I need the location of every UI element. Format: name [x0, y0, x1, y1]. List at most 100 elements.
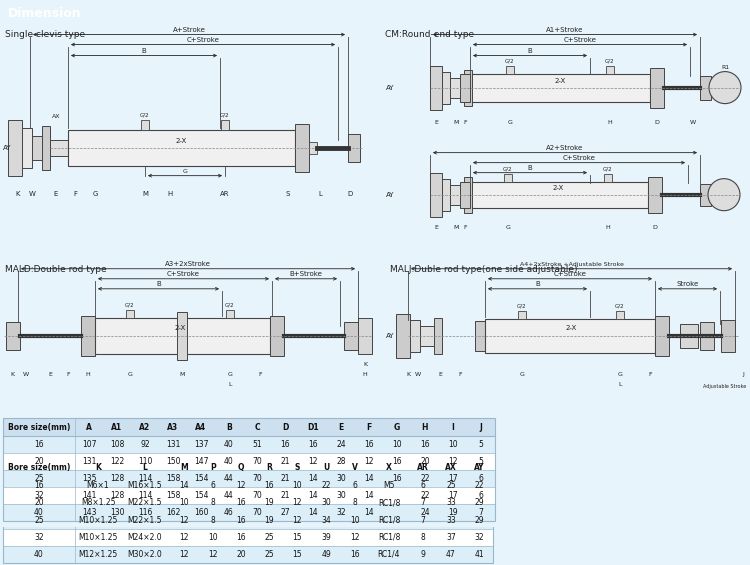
Text: Single clevis type: Single clevis type	[5, 29, 85, 38]
Text: R1: R1	[721, 64, 729, 69]
Text: C+Stroke: C+Stroke	[167, 271, 200, 277]
Text: D: D	[652, 225, 658, 230]
Circle shape	[709, 72, 741, 103]
Text: 46: 46	[224, 508, 234, 517]
Text: AY: AY	[474, 463, 484, 472]
Text: G: G	[227, 372, 232, 377]
Text: 16: 16	[420, 440, 430, 449]
Bar	[32, 136, 42, 160]
Text: Bore size(mm): Bore size(mm)	[8, 463, 70, 472]
Text: 24: 24	[420, 508, 430, 517]
Text: M: M	[142, 190, 148, 197]
Bar	[450, 185, 464, 205]
Text: 22: 22	[321, 481, 331, 490]
Text: A3+2xStroke: A3+2xStroke	[165, 261, 211, 267]
Text: 16: 16	[392, 457, 402, 466]
Text: 92: 92	[140, 440, 150, 449]
Text: 7: 7	[478, 508, 484, 517]
Text: B: B	[536, 281, 540, 287]
Text: 20: 20	[420, 457, 430, 466]
Bar	[700, 322, 714, 350]
Text: 20: 20	[34, 457, 44, 466]
Bar	[604, 173, 612, 182]
Text: 14: 14	[179, 481, 189, 490]
Text: 8: 8	[211, 498, 215, 507]
Text: MALJ:Duble rod type(one side adjustable): MALJ:Duble rod type(one side adjustable)	[390, 265, 578, 273]
Text: 141: 141	[82, 491, 96, 500]
Text: M: M	[179, 372, 184, 377]
Text: G/2: G/2	[603, 167, 613, 172]
Bar	[344, 322, 358, 350]
Text: D: D	[655, 120, 659, 125]
Bar	[518, 311, 526, 319]
Text: 25: 25	[34, 515, 44, 524]
Text: 40: 40	[224, 457, 234, 466]
Text: J: J	[742, 372, 744, 377]
Text: B: B	[142, 48, 146, 54]
Text: K: K	[95, 463, 101, 472]
Bar	[3, 459, 493, 563]
Text: 10: 10	[209, 533, 218, 542]
Text: B: B	[528, 48, 532, 54]
Text: S: S	[286, 190, 290, 197]
Bar	[3, 459, 493, 477]
Bar	[460, 182, 470, 208]
Text: 108: 108	[110, 440, 125, 449]
Text: AY: AY	[386, 333, 394, 339]
Text: G/2: G/2	[225, 303, 235, 308]
Text: 32: 32	[34, 491, 44, 500]
Text: AY: AY	[3, 145, 11, 151]
Text: 37: 37	[446, 533, 456, 542]
Text: K: K	[363, 362, 367, 367]
Text: 40: 40	[34, 550, 44, 559]
Text: 29: 29	[474, 498, 484, 507]
Bar	[442, 72, 450, 103]
Text: 15: 15	[292, 550, 302, 559]
Bar	[430, 173, 442, 217]
Text: 25: 25	[34, 474, 44, 483]
Bar	[648, 177, 662, 212]
Text: F: F	[73, 190, 77, 197]
Bar	[700, 76, 711, 99]
Text: 12: 12	[179, 550, 189, 559]
Bar	[485, 319, 655, 353]
Text: D: D	[347, 190, 352, 197]
Text: 16: 16	[392, 474, 402, 483]
Text: 21: 21	[280, 474, 290, 483]
Text: F: F	[258, 372, 262, 377]
Text: A4: A4	[196, 423, 206, 432]
Text: 47: 47	[446, 550, 456, 559]
Text: 110: 110	[138, 457, 152, 466]
Bar	[475, 321, 485, 351]
Bar	[358, 318, 372, 354]
Text: AR: AR	[220, 190, 230, 197]
Text: 5: 5	[478, 440, 484, 449]
Bar	[442, 179, 450, 211]
Text: 32: 32	[336, 508, 346, 517]
Text: G: G	[508, 120, 512, 125]
Bar	[3, 470, 495, 487]
Text: A3: A3	[167, 423, 178, 432]
Text: 12: 12	[236, 481, 246, 490]
Text: F: F	[464, 225, 466, 230]
Text: 16: 16	[350, 550, 360, 559]
Text: W: W	[28, 190, 35, 197]
Text: L: L	[618, 382, 622, 387]
Bar	[141, 120, 149, 129]
Text: 12: 12	[179, 533, 189, 542]
Bar	[42, 125, 50, 170]
Text: 14: 14	[308, 474, 318, 483]
Text: RC1/8: RC1/8	[378, 515, 400, 524]
Text: 28: 28	[336, 457, 346, 466]
Bar	[464, 69, 472, 106]
Text: AX: AX	[446, 463, 457, 472]
Text: G: G	[617, 372, 622, 377]
Text: B: B	[156, 281, 160, 287]
Bar	[348, 134, 360, 162]
Text: G/2: G/2	[518, 304, 526, 309]
Text: 12: 12	[292, 498, 302, 507]
Text: F: F	[66, 372, 70, 377]
Bar	[95, 318, 270, 354]
Text: 70: 70	[252, 491, 262, 500]
Text: G: G	[128, 372, 133, 377]
